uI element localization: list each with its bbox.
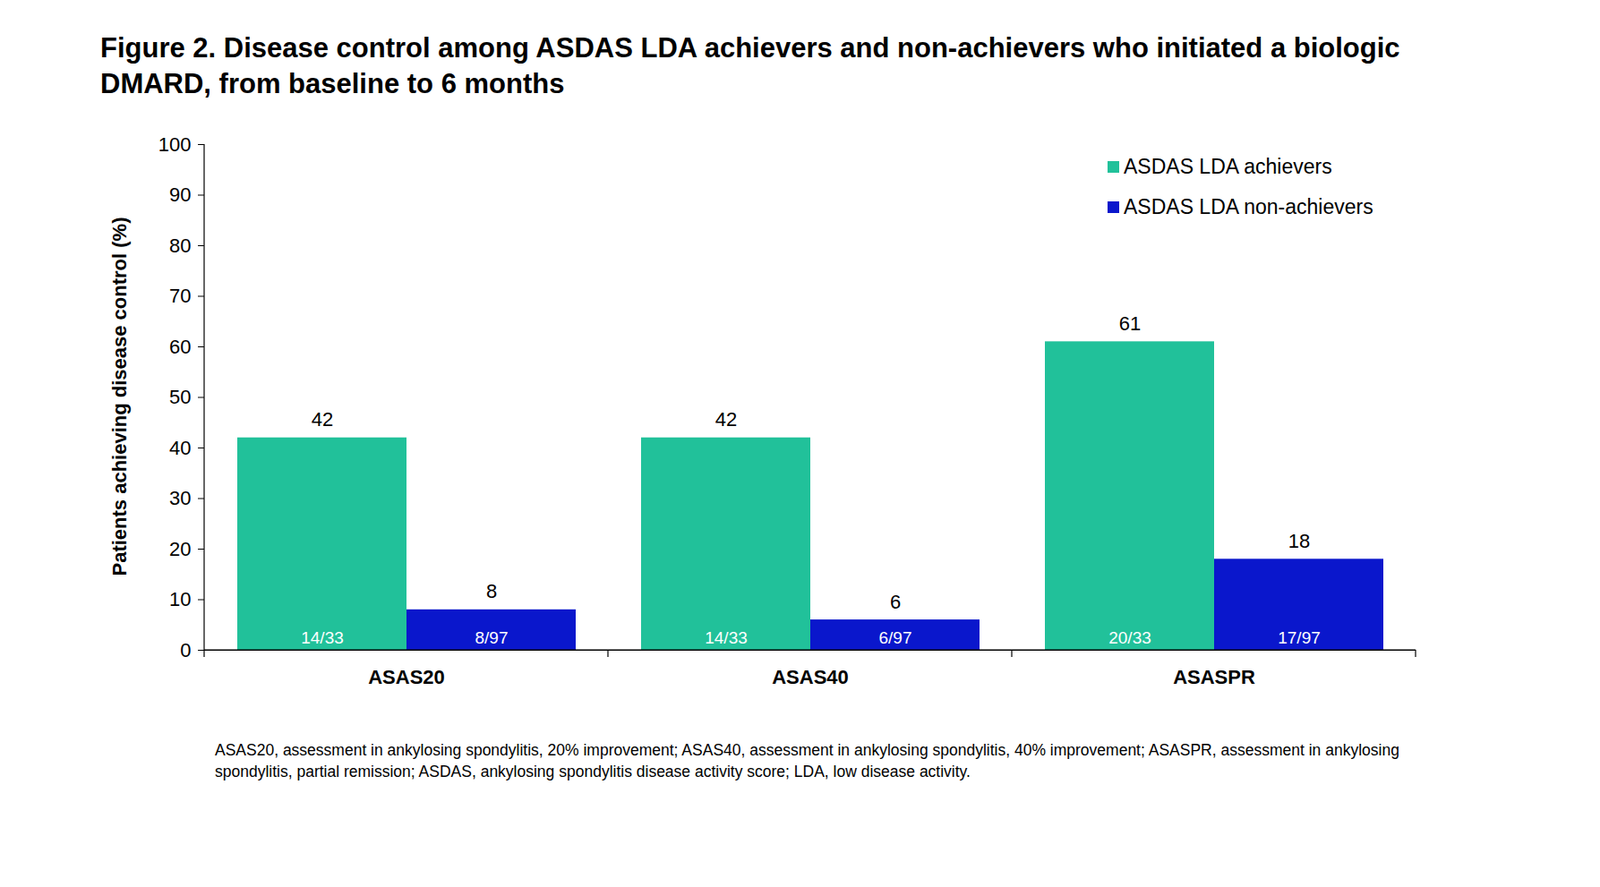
svg-text:14/33: 14/33 xyxy=(300,628,344,648)
html-text:Patients achieving disease con: Patients achieving disease control (%) xyxy=(108,217,131,577)
svg-text:40: 40 xyxy=(169,436,191,460)
svg-text:90: 90 xyxy=(169,183,191,206)
svg-text:42: 42 xyxy=(715,408,737,431)
html-text:Figure 2. Disease control amon: Figure 2. Disease control among ASDAS LD… xyxy=(100,32,1400,100)
svg-text:ASAS20: ASAS20 xyxy=(367,666,445,689)
html-text:ASDAS LDA non-achievers: ASDAS LDA non-achievers xyxy=(1123,195,1374,219)
svg-text:61: 61 xyxy=(1119,312,1141,335)
svg-text:17/97: 17/97 xyxy=(1277,628,1321,648)
svg-text:20/33: 20/33 xyxy=(1108,628,1152,648)
svg-text:8: 8 xyxy=(486,580,497,603)
svg-text:ASASPR: ASASPR xyxy=(1172,666,1256,689)
svg-text:60: 60 xyxy=(169,335,191,359)
svg-text:6: 6 xyxy=(889,590,901,614)
svg-text:42: 42 xyxy=(311,408,334,431)
svg-text:30: 30 xyxy=(169,487,191,510)
svg-text:18: 18 xyxy=(1288,530,1310,553)
svg-text:ASAS40: ASAS40 xyxy=(771,666,849,689)
svg-text:10: 10 xyxy=(169,588,191,611)
svg-text:8/97: 8/97 xyxy=(475,628,509,648)
html-text:ASAS20, assessment in ankylosi: ASAS20, assessment in ankylosing spondyl… xyxy=(214,741,1400,781)
svg-text:14/33: 14/33 xyxy=(704,628,748,648)
svg-text:50: 50 xyxy=(169,385,191,409)
svg-text:100: 100 xyxy=(158,133,192,156)
svg-text:0: 0 xyxy=(179,639,191,662)
svg-text:70: 70 xyxy=(169,284,191,308)
svg-text:6/97: 6/97 xyxy=(879,628,913,648)
html-text:ASDAS LDA achievers: ASDAS LDA achievers xyxy=(1123,154,1333,179)
svg-text:20: 20 xyxy=(169,538,191,561)
svg-text:80: 80 xyxy=(169,234,191,257)
